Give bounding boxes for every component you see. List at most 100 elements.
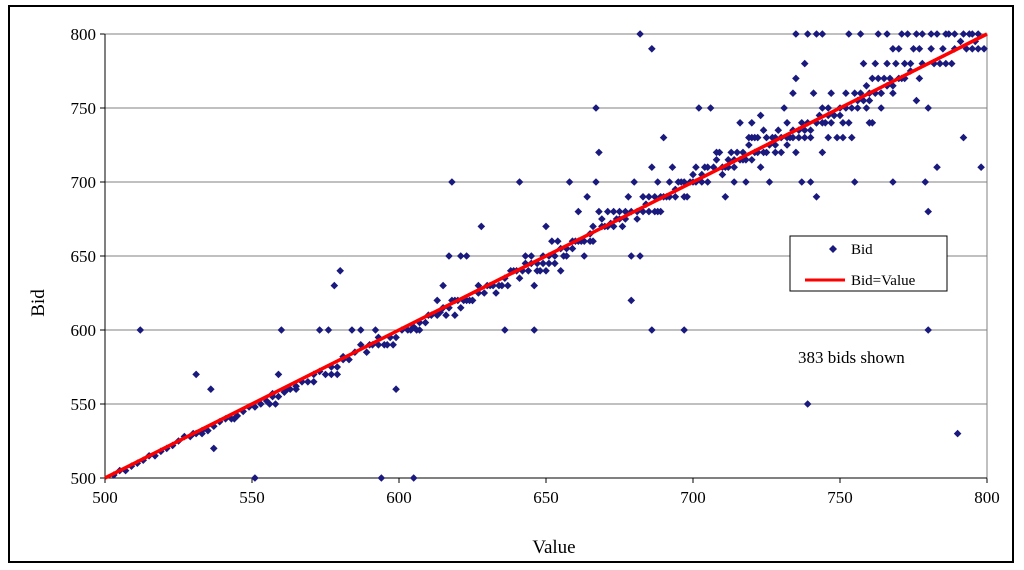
data-point (777, 148, 785, 157)
data-point (915, 45, 924, 53)
data-point (939, 45, 947, 53)
data-point (824, 104, 833, 112)
data-point (859, 59, 868, 68)
data-point (921, 178, 930, 186)
data-point (827, 119, 835, 127)
data-point (727, 148, 736, 157)
data-point (374, 333, 383, 342)
data-point (392, 333, 400, 342)
data-point (956, 37, 965, 46)
data-point (774, 126, 783, 134)
reference-line (104, 32, 988, 480)
data-point (909, 45, 918, 53)
data-point (818, 148, 827, 157)
data-point (545, 259, 553, 268)
data-point (845, 119, 853, 127)
data-point (942, 59, 950, 68)
data-point (539, 259, 547, 268)
x-axis-title: Value (532, 537, 575, 558)
data-point (880, 74, 888, 83)
data-point (648, 163, 656, 171)
data-point (762, 133, 771, 142)
data-point (327, 370, 336, 379)
x-tick-label: 500 (92, 488, 118, 507)
data-point (874, 30, 883, 38)
data-point (712, 156, 721, 164)
data-point (445, 252, 453, 260)
x-tick-label: 550 (239, 488, 265, 507)
data-point (748, 156, 756, 164)
data-point (192, 370, 200, 379)
data-point (515, 178, 524, 186)
data-point (850, 178, 859, 186)
data-point (309, 378, 318, 386)
data-point (712, 148, 721, 157)
data-point (797, 178, 806, 186)
data-point (980, 45, 988, 53)
data-point (333, 363, 342, 371)
data-point (830, 111, 838, 120)
data-point (733, 148, 741, 157)
data-point (653, 178, 662, 186)
data-point (692, 163, 700, 171)
data-point (277, 326, 286, 334)
data-point (404, 326, 412, 334)
data-point (233, 412, 242, 420)
data-point (574, 207, 583, 216)
x-tick-label: 800 (974, 488, 1000, 507)
data-point (621, 215, 630, 223)
data-point (745, 141, 753, 149)
data-point (756, 111, 765, 120)
data-point (842, 104, 850, 112)
data-point (348, 326, 356, 334)
data-point (818, 104, 827, 112)
data-point (356, 326, 365, 334)
data-point (474, 289, 483, 297)
data-point (315, 326, 324, 334)
data-point (706, 104, 715, 112)
data-point (515, 274, 524, 282)
data-point (548, 237, 556, 245)
data-point (377, 474, 386, 482)
data-point (389, 341, 397, 349)
data-point (498, 281, 506, 290)
data-point (251, 403, 259, 411)
data-point (433, 311, 442, 319)
data-point (556, 267, 565, 275)
legend: Bid Bid=Value (789, 235, 948, 292)
data-point (759, 148, 768, 157)
data-point (327, 363, 336, 371)
data-point (736, 119, 744, 127)
data-point (968, 30, 977, 38)
x-tick-label: 750 (827, 488, 853, 507)
data-point (445, 304, 453, 312)
data-point (330, 281, 339, 290)
data-point (933, 163, 941, 171)
data-point (501, 326, 509, 334)
data-point (750, 133, 759, 142)
data-point (689, 170, 697, 179)
data-point (809, 89, 818, 97)
data-point (730, 178, 738, 186)
data-point (595, 207, 603, 216)
data-point (862, 82, 871, 90)
data-point (889, 45, 897, 53)
data-point (833, 133, 841, 142)
data-point (918, 30, 927, 38)
data-point (680, 326, 688, 334)
data-point (927, 30, 935, 38)
data-point (771, 148, 780, 157)
data-point (671, 193, 680, 201)
data-point (456, 252, 465, 260)
data-point (792, 148, 800, 157)
y-tick-label: 650 (71, 247, 97, 266)
data-point (792, 74, 800, 83)
data-point (553, 237, 562, 245)
data-point (780, 104, 788, 112)
data-point (480, 289, 489, 297)
y-axis-title: Bid (28, 289, 49, 317)
data-point (409, 323, 418, 331)
data-point (721, 193, 730, 201)
data-point (818, 30, 827, 38)
data-point (648, 45, 656, 53)
